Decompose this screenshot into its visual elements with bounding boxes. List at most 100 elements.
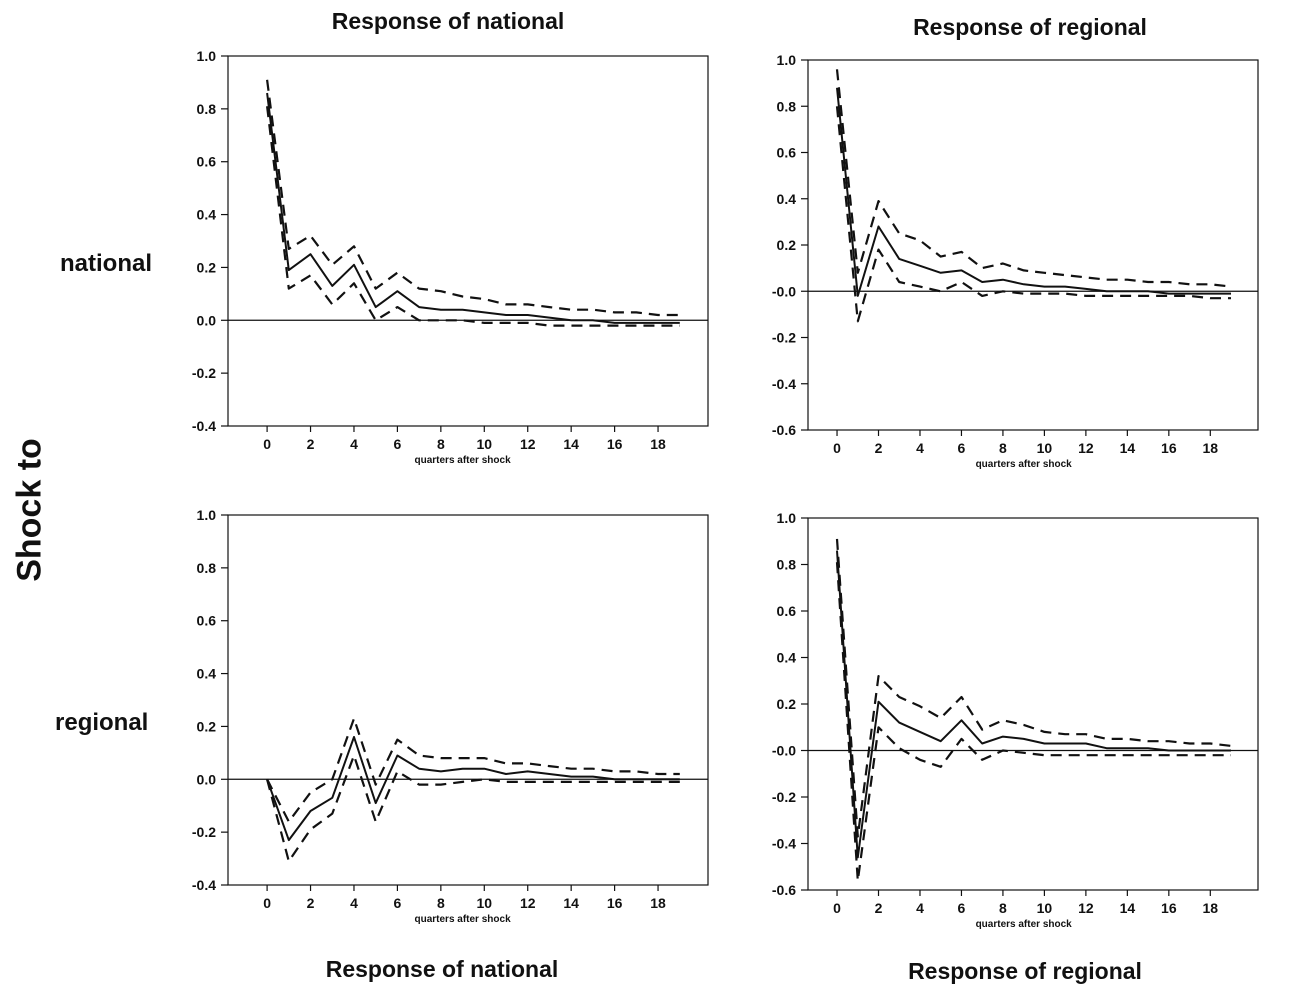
x-tick-label: 14: [563, 436, 579, 452]
y-tick-label: 0.8: [777, 557, 797, 573]
y-tick-label: 1.0: [777, 52, 797, 68]
series-line-band-1: [835, 538, 1232, 838]
y-tick-label: 0.4: [777, 191, 797, 207]
x-tick-label: 6: [958, 440, 966, 456]
x-tick-label: 18: [1203, 900, 1219, 916]
x-axis-label: quarters after shock: [414, 455, 511, 466]
x-tick-label: 12: [520, 895, 536, 911]
y-tick-label: 0.6: [197, 154, 217, 170]
y-tick-label: 0.2: [197, 718, 217, 734]
x-tick-label: 6: [958, 900, 966, 916]
series-line-band-1: [835, 69, 1232, 288]
x-tick-label: 10: [477, 895, 493, 911]
y-tick-label: 0.2: [777, 237, 797, 253]
x-tick-label: 12: [520, 436, 536, 452]
x-tick-label: 4: [916, 900, 924, 916]
title-bottom-left: Response of national: [325, 956, 559, 982]
x-tick-label: 4: [350, 436, 358, 452]
y-tick-label: -0.0: [772, 743, 796, 759]
x-tick-label: 10: [1037, 900, 1053, 916]
x-tick-label: 10: [1037, 440, 1053, 456]
y-tick-label: 0.2: [197, 259, 217, 275]
x-tick-label: 10: [477, 436, 493, 452]
y-tick-label: -0.4: [772, 836, 796, 852]
x-tick-label: 8: [999, 440, 1007, 456]
y-tick-label: 0.6: [777, 603, 797, 619]
x-tick-label: 16: [1161, 900, 1177, 916]
title-top-right: Response of regional: [913, 14, 1147, 40]
x-tick-label: 4: [916, 440, 924, 456]
y-tick-label: 1.0: [777, 510, 797, 526]
row-label-national: national: [60, 250, 153, 277]
series-line-estimate: [266, 92, 680, 324]
y-tick-label: 0.8: [197, 101, 217, 117]
x-tick-label: 0: [833, 440, 841, 456]
chart-panel-national-regional: 1.0 0.8 0.6 0.4 0.2 -0.0 -0.2 -0.4 -0.6 0 2 4 6 8 10 12…: [772, 52, 1259, 470]
chart-regional-national: 1.0 0.8 0.6 0.4 0.2 0.0 -0.2 -0.4 0 2 4 6 8 10 12 14 16 1…: [192, 507, 709, 925]
x-tick-label: 8: [999, 900, 1007, 916]
chart-panel-national-national: 1.0 0.8 0.6 0.4 0.2 0.0 -0.2 -0.4 0 2 4 6 8 10 12 14 16 1…: [192, 48, 709, 466]
x-tick-label: 4: [350, 895, 358, 911]
series-line-band-2: [266, 754, 680, 863]
y-tick-label: 0.0: [197, 312, 217, 328]
series-line-band-2: [835, 106, 1231, 323]
series-line-band-2: [835, 562, 1231, 882]
side-label-container: Shock to: [10, 438, 50, 582]
x-tick-label: 18: [1203, 440, 1219, 456]
side-label: Shock to: [10, 438, 49, 582]
x-axis-label: quarters after shock: [414, 914, 511, 925]
y-tick-label: 0.4: [197, 207, 217, 223]
chart-panel-regional-regional: 1.0 0.8 0.6 0.4 0.2 -0.0 -0.2 -0.4 -0.6 0 2 4 6 8 10 12…: [772, 510, 1259, 930]
y-tick-label: 0.8: [197, 560, 217, 576]
y-tick-label: -0.6: [772, 422, 796, 438]
x-tick-label: 16: [607, 436, 623, 452]
y-tick-label: 0.6: [197, 613, 217, 629]
title-top-left: Response of national: [331, 8, 565, 34]
x-tick-label: 2: [875, 440, 883, 456]
series-line-band-1: [266, 79, 680, 317]
x-tick-label: 14: [1120, 440, 1136, 456]
y-tick-label: -0.4: [192, 877, 216, 893]
y-tick-label: 0.8: [777, 98, 797, 114]
chart-regional-regional: 1.0 0.8 0.6 0.4 0.2 -0.0 -0.2 -0.4 -0.6 0 2 4 6 8 10 12…: [772, 510, 1259, 930]
y-tick-label: 0.6: [777, 145, 797, 161]
y-tick-label: -0.0: [772, 283, 796, 299]
x-tick-label: 0: [263, 436, 271, 452]
y-tick-label: -0.4: [772, 376, 796, 392]
x-tick-label: 8: [437, 895, 445, 911]
row-label-regional: regional: [55, 709, 149, 736]
y-tick-label: -0.2: [192, 365, 216, 381]
y-tick-label: 1.0: [197, 507, 217, 523]
x-tick-label: 12: [1078, 900, 1094, 916]
series-line-band-1: [266, 717, 680, 823]
y-tick-label: 0.4: [197, 666, 217, 682]
y-tick-label: -0.2: [192, 824, 216, 840]
series-line-estimate: [836, 550, 1231, 859]
x-tick-label: 12: [1078, 440, 1094, 456]
x-tick-label: 16: [607, 895, 623, 911]
plot-frame: [807, 59, 1259, 431]
series-line-estimate: [266, 736, 680, 842]
y-tick-label: 0.4: [777, 650, 797, 666]
x-tick-label: 2: [307, 436, 315, 452]
y-tick-label: 0.2: [777, 696, 797, 712]
y-tick-label: 1.0: [197, 48, 217, 64]
x-tick-label: 18: [650, 436, 666, 452]
title-bottom-right: Response of regional: [908, 958, 1142, 984]
x-tick-label: 0: [833, 900, 841, 916]
chart-national-national: 1.0 0.8 0.6 0.4 0.2 0.0 -0.2 -0.4 0 2 4 6 8 10 12 14 16 1…: [192, 48, 709, 466]
x-tick-label: 2: [875, 900, 883, 916]
x-tick-label: 14: [1120, 900, 1136, 916]
x-tick-label: 6: [394, 436, 402, 452]
x-axis-label: quarters after shock: [976, 919, 1073, 930]
y-tick-label: -0.4: [192, 418, 216, 434]
y-tick-label: -0.6: [772, 882, 796, 898]
chart-panel-regional-national: 1.0 0.8 0.6 0.4 0.2 0.0 -0.2 -0.4 0 2 4 6 8 10 12 14 16 1…: [192, 507, 709, 925]
series-line-estimate: [836, 87, 1231, 297]
x-axis-label: quarters after shock: [976, 459, 1073, 470]
x-tick-label: 2: [307, 895, 315, 911]
x-tick-label: 6: [394, 895, 402, 911]
x-tick-label: 8: [437, 436, 445, 452]
chart-national-regional: 1.0 0.8 0.6 0.4 0.2 -0.0 -0.2 -0.4 -0.6 0 2 4 6 8 10 12…: [772, 52, 1259, 470]
plot-frame: [227, 514, 709, 886]
